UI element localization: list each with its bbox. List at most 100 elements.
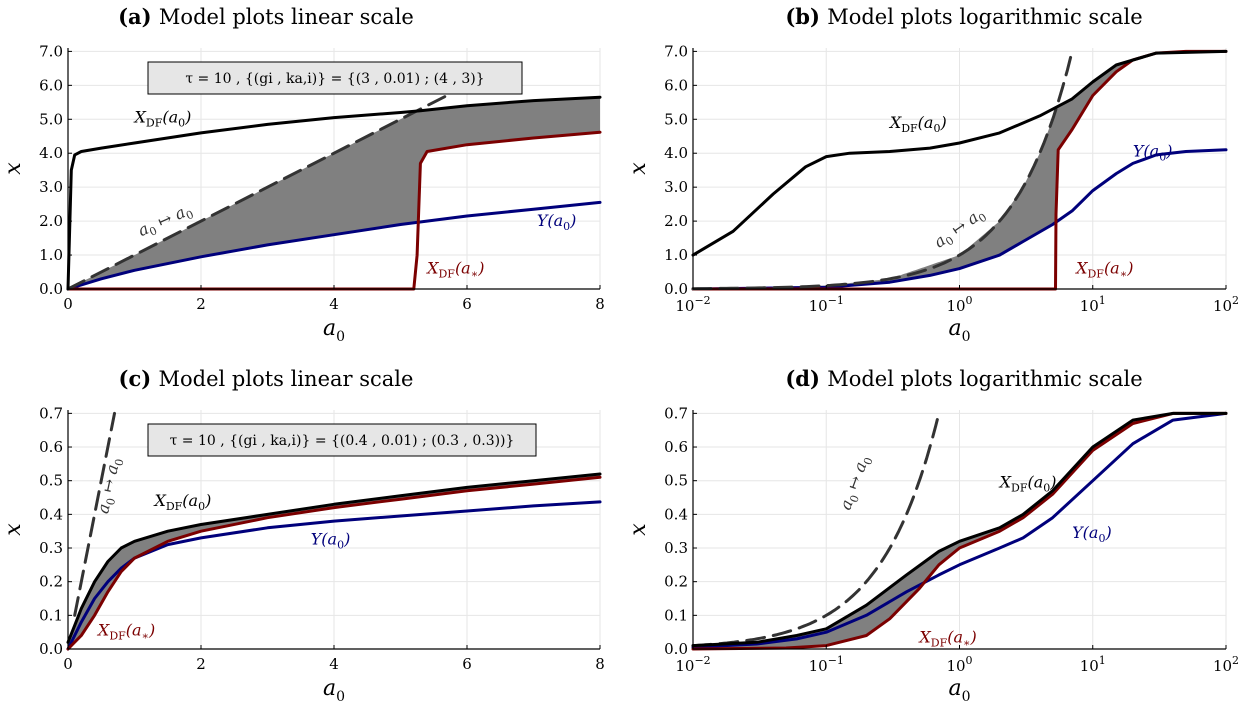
y-tick-label: 0.1 <box>664 606 688 624</box>
curve-label: Y(a0) <box>1133 142 1173 164</box>
y-tick-label: 5.0 <box>664 110 688 128</box>
series-line-y-a0- <box>691 411 1228 649</box>
y-axis-label: x <box>626 523 651 536</box>
x-tick-label: 0 <box>63 655 73 673</box>
y-tick-label: 6.0 <box>664 76 688 94</box>
curve-label: XDF(a∗) <box>425 259 484 281</box>
curve-label: XDF(a∗) <box>96 621 155 643</box>
curve-label: XDF(a∗) <box>917 627 976 649</box>
y-tick-label: 3.0 <box>39 178 63 196</box>
x-tick-label: 10−1 <box>809 294 844 315</box>
x-tick-label: 6 <box>462 655 472 673</box>
annotation-text: τ = 10 , {(gi , ka,i)} = {(0.4 , 0.01) ;… <box>170 433 515 449</box>
x-tick-label: 2 <box>196 295 206 313</box>
series-line-x-df-a- <box>66 130 602 291</box>
x-tick-label: 4 <box>329 295 339 313</box>
shaded-region <box>68 97 600 289</box>
y-tick-label: 0.6 <box>39 438 63 456</box>
y-tick-label: 2.0 <box>664 212 688 230</box>
curve-label: XDF(a0) <box>152 491 211 513</box>
series-line-x-df-a0- <box>66 95 602 291</box>
y-tick-label: 2.0 <box>39 212 63 230</box>
annotation-box <box>147 61 523 95</box>
x-tick-label: 8 <box>595 295 605 313</box>
curve-label: Y(a0) <box>537 211 577 233</box>
y-tick-label: 0.3 <box>39 539 63 557</box>
y-axis-label: x <box>1 523 26 536</box>
annotation-box <box>147 423 537 457</box>
curve-label: Y(a0) <box>1072 523 1112 545</box>
series-line-a0-a0 <box>691 49 1074 291</box>
x-tick-label: 6 <box>462 295 472 313</box>
y-tick-label: 0.0 <box>39 640 63 658</box>
x-tick-label: 102 <box>1213 654 1239 675</box>
series-line-x-df-a- <box>66 475 602 651</box>
y-tick-label: 0.7 <box>664 404 688 422</box>
curve-label: XDF(a0) <box>133 108 192 130</box>
x-axis-label: a0 <box>323 676 345 705</box>
panel-d: 10−2 10−1 100 101 102 0.0 0.1 0.2 0.3 0.4 0.5 0.6 0.… <box>626 366 1239 705</box>
y-tick-label: 0.5 <box>39 472 63 490</box>
x-tick-label: 102 <box>1213 294 1239 315</box>
series-line-a0-a0 <box>691 411 941 648</box>
x-tick-label: 101 <box>1080 654 1106 675</box>
y-tick-label: 0.4 <box>664 505 688 523</box>
x-tick-label: 8 <box>595 655 605 673</box>
panel-b: 10−2 10−1 100 101 102 0.0 1.0 2.0 3.0 4.0 5.0 6.0 7.… <box>626 4 1239 345</box>
curve-label: XDF(a0) <box>888 113 947 135</box>
panel-title: (c) Model plots linear scale <box>119 366 414 391</box>
panel-title: (b) Model plots logarithmic scale <box>785 4 1142 29</box>
x-tick-label: 10−2 <box>675 654 710 675</box>
y-tick-label: 0.0 <box>664 280 688 298</box>
curve-label: XDF(a∗) <box>1074 259 1133 281</box>
annotation-text: τ = 10 , {(gi , ka,i)} = {(3 , 0.01) ; (… <box>185 71 484 87</box>
series-line-x-df-a- <box>691 411 1228 651</box>
x-axis-label: a0 <box>323 316 345 345</box>
series-line-a0-a0 <box>66 83 469 291</box>
x-axis-label: a0 <box>948 676 970 705</box>
curve-label: XDF(a0) <box>998 472 1057 494</box>
x-tick-label: 10−2 <box>675 294 710 315</box>
panel-title: (a) Model plots linear scale <box>118 4 414 29</box>
y-tick-label: 0.0 <box>664 640 688 658</box>
y-tick-label: 0.6 <box>664 438 688 456</box>
x-tick-label: 2 <box>196 655 206 673</box>
series-line-a0-a0 <box>73 411 116 617</box>
y-tick-label: 0.1 <box>39 606 63 624</box>
series-line-y-a0- <box>66 500 602 651</box>
y-tick-label: 5.0 <box>39 110 63 128</box>
y-tick-label: 0.7 <box>39 404 63 422</box>
y-tick-label: 7.0 <box>664 42 688 60</box>
y-tick-label: 4.0 <box>39 144 63 162</box>
x-tick-label: 0 <box>63 295 73 313</box>
x-tick-label: 101 <box>1080 294 1106 315</box>
x-axis-label: a0 <box>948 316 970 345</box>
curve-label: Y(a0) <box>311 530 351 552</box>
series-line-x-df-a0- <box>691 49 1228 257</box>
curve-label: a0 ↦ a0 <box>93 456 126 516</box>
y-tick-label: 6.0 <box>39 76 63 94</box>
y-tick-label: 0.3 <box>664 539 688 557</box>
y-tick-label: 1.0 <box>39 246 63 264</box>
series-line-x-df-a0- <box>66 472 602 644</box>
y-tick-label: 0.5 <box>664 472 688 490</box>
x-tick-label: 100 <box>946 654 972 675</box>
panel-title: (d) Model plots logarithmic scale <box>785 366 1142 391</box>
x-tick-label: 100 <box>946 294 972 315</box>
series-line-x-df-a0- <box>691 411 1228 648</box>
series-line-y-a0- <box>691 148 1228 291</box>
x-tick-label: 10−1 <box>809 654 844 675</box>
y-tick-label: 0.2 <box>39 573 63 591</box>
y-tick-label: 0.2 <box>664 573 688 591</box>
y-tick-label: 0.0 <box>39 280 63 298</box>
x-tick-label: 4 <box>329 655 339 673</box>
y-axis-label: x <box>1 162 26 175</box>
series-line-y-a0- <box>66 200 602 291</box>
panel-c: 0 2 4 6 8 0.0 0.1 0.2 0.3 0.4 0.5 0.6 0.7 a0 x (c) Mode… <box>1 366 605 705</box>
y-tick-label: 7.0 <box>39 42 63 60</box>
y-axis-label: x <box>626 162 651 175</box>
curve-label: a0 ↦ a0 <box>836 453 876 514</box>
y-tick-label: 1.0 <box>664 246 688 264</box>
panel-a: 0 2 4 6 8 0.0 1.0 2.0 3.0 4.0 5.0 6.0 7.0 a0 x (a) Mode… <box>1 4 605 345</box>
